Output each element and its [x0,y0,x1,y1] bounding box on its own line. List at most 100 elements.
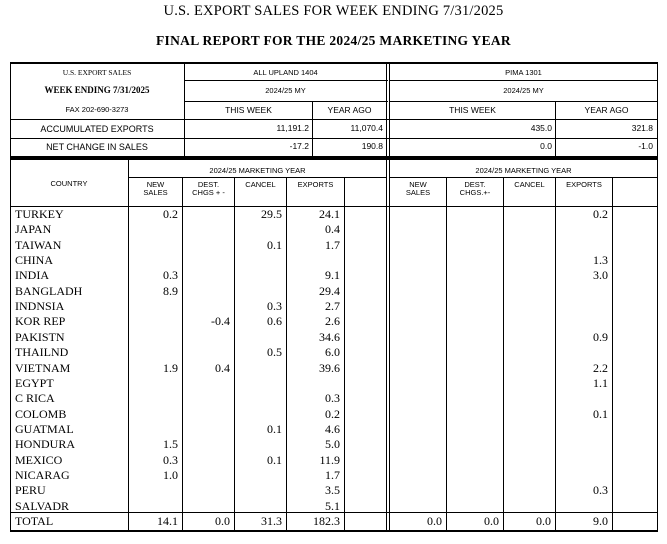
upland-new-sales-cell: 0.2 [163,207,178,221]
upland-exports-cell: 0.3 [325,391,340,405]
upland-cancel-cell: 0.1 [267,238,282,252]
country-name: INDIA [15,268,49,282]
upland-exports-cell: 5.0 [325,437,340,451]
upland-exports-cell: 6.0 [325,345,340,359]
pima-exports-cell: 3.0 [593,268,608,282]
country-name: CHINA [15,253,53,267]
pima-year-ago-header: YEAR AGO [584,105,629,115]
pima-my: 2024/25 MY [503,86,544,95]
country-name: PERU [15,483,46,497]
pima-exports-cell: 1.1 [593,376,608,390]
pima-this-week-header: THIS WEEK [449,105,496,115]
upland-dest-chgs-cell: -0.4 [211,314,230,328]
pima-exports-cell: 0.2 [593,207,608,221]
pima-accumulated-year-ago: 321.8 [631,123,653,133]
info-label: U.S. EXPORT SALES [62,68,132,77]
country-name: PAKISTN [15,330,65,344]
upland-net-change-year-ago: 190.8 [361,141,383,151]
upland-cancel-cell: 29.5 [261,207,282,221]
upland-new-sales-cell: 1.5 [163,437,178,451]
pima-accumulated-this-week: 435.0 [530,123,552,133]
country-name: JAPAN [15,222,52,236]
total-pima-exports: 9.0 [593,514,608,528]
country-name: TURKEY [15,207,64,221]
pima-exports-cell: 0.1 [593,407,608,421]
upland-exports-cell: 1.7 [325,238,340,252]
report-subtitle: FINAL REPORT FOR THE 2024/25 MARKETING Y… [156,33,511,48]
upland-exports-header: EXPORTS [297,180,334,189]
country-name: GUATMAL [15,422,74,436]
upland-exports-cell: 3.5 [325,483,340,497]
upland-net-change-this-week: -17.2 [289,141,309,151]
pima-name: PIMA 1301 [505,68,542,77]
upland-new-sales-cell: 0.3 [163,268,178,282]
upland-exports-cell: 0.2 [325,407,340,421]
pima-exports-cell: 0.3 [593,483,608,497]
country-name: TAIWAN [15,238,62,252]
upland-exports-cell: 4.6 [325,422,340,436]
upland-dest-header-1: DEST. [197,180,220,189]
country-header: COUNTRY [50,179,88,188]
upland-this-week-header: THIS WEEK [225,105,272,115]
country-name: HONDURA [15,437,75,451]
upland-cancel-header: CANCEL [245,180,276,189]
upland-new-sales-cell: 1.9 [163,361,178,375]
upland-exports-cell: 29.4 [319,284,340,298]
upland-exports-cell: 5.1 [325,499,340,513]
country-name: THAILND [15,345,69,359]
country-name: C RICA [15,391,55,405]
upland-my: 2024/25 MY [265,86,306,95]
upland-cancel-cell: 0.1 [267,422,282,436]
upland-exports-cell: 2.7 [325,299,340,313]
total-pima-cancel: 0.0 [536,514,551,528]
country-name: EGYPT [15,376,54,390]
total-upland-exports: 182.3 [313,514,340,528]
total-label: TOTAL [15,514,54,528]
country-name: BANGLADH [15,284,83,298]
pima-dest-header-2: CHGS.+- [459,188,491,197]
pima-exports-cell: 2.2 [593,361,608,375]
upland-exports-cell: 24.1 [319,207,340,221]
upland-exports-cell: 1.7 [325,468,340,482]
pima-exports-cell: 0.9 [593,330,608,344]
upland-new-sales-cell: 1.0 [163,468,178,482]
pima-exports-cell: 1.3 [593,253,608,267]
upland-cancel-cell: 0.6 [267,314,282,328]
upland-accumulated-year-ago: 11,070.4 [350,123,383,133]
upland-exports-cell: 39.6 [319,361,340,375]
pima-dest-header-1: DEST. [464,180,486,189]
pima-new-sales-header-2: SALES [405,188,431,197]
upland-exports-cell: 34.6 [319,330,340,344]
upland-new-sales-cell: 8.9 [163,284,178,298]
country-name: MEXICO [15,453,63,467]
total-pima-dest: 0.0 [484,514,499,528]
upland-cancel-cell: 0.5 [267,345,282,359]
upland-exports-cell: 2.6 [325,314,340,328]
country-name: SALVADR [15,499,70,513]
pima-net-change-this-week: 0.0 [540,141,552,151]
net-change-label: NET CHANGE IN SALES [46,142,148,152]
country-name: VIETNAM [15,361,71,375]
pima-cancel-header: CANCEL [514,180,545,189]
upland-accumulated-this-week: 11,191.2 [276,123,309,133]
total-upland-new-sales: 14.1 [157,514,178,528]
upland-dest-header-2: CHGS + - [192,188,225,197]
upland-cancel-cell: 0.3 [267,299,282,313]
report-title: U.S. EXPORT SALES FOR WEEK ENDING 7/31/2… [163,3,504,19]
upland-cancel-cell: 0.1 [267,453,282,467]
country-name: NICARAG [15,468,70,482]
upland-new-sales-header-2: SALES [143,188,168,197]
upland-my-header: 2024/25 MARKETING YEAR [209,166,306,175]
upland-year-ago-header: YEAR AGO [327,105,372,115]
pima-my-header: 2024/25 MARKETING YEAR [475,166,572,175]
upland-exports-cell: 0.4 [325,222,340,236]
country-name: KOR REP [15,314,66,328]
pima-net-change-year-ago: -1.0 [638,141,653,151]
accumulated-label: ACCUMULATED EXPORTS [40,124,154,134]
info-week: WEEK ENDING 7/31/2025 [44,85,150,95]
country-name: COLOMB [15,407,67,421]
total-upland-cancel: 31.3 [261,514,282,528]
pima-new-sales-header-1: NEW [409,180,427,189]
total-pima-new-sales: 0.0 [427,514,442,528]
upland-dest-chgs-cell: 0.4 [215,361,230,375]
